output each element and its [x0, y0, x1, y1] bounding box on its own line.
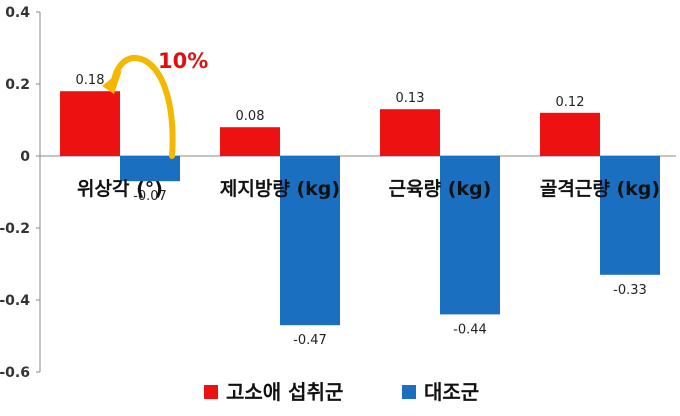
data-label: 0.13: [396, 91, 425, 106]
legend-label-series-1: 고소애 섭취군: [226, 380, 343, 404]
y-tick-label: -0.4: [0, 293, 30, 309]
data-label: -0.33: [613, 283, 647, 298]
data-label: 0.18: [76, 73, 105, 88]
y-tick-label: -0.2: [0, 221, 30, 237]
legend-swatch-series-1: [204, 385, 218, 399]
bar-series-2: [600, 156, 660, 275]
annotation-arrowhead: [102, 70, 122, 94]
legend-swatch-series-2: [402, 385, 416, 399]
category-labels: 위상각 (°) 제지방량 (kg) 근육량 (kg) 골격근량 (kg): [77, 178, 660, 200]
annotation: 10%: [102, 49, 208, 159]
data-label: -0.07: [133, 189, 167, 204]
data-labels: 0.18 -0.07 0.08 -0.47 0.13 -0.44 0.12 -0.33: [76, 73, 647, 348]
bar-series-2: [120, 156, 180, 182]
data-label: 0.12: [556, 95, 585, 110]
category-label: 골격근량 (kg): [540, 178, 660, 200]
bar-series-2: [280, 156, 340, 326]
bar-series-1: [540, 112, 600, 156]
category-label: 제지방량 (kg): [220, 178, 340, 200]
category-label: 근육량 (kg): [389, 178, 492, 200]
bar-series-1: [380, 109, 440, 156]
annotation-text: 10%: [158, 49, 208, 73]
legend-label-series-2: 대조군: [424, 380, 479, 404]
y-tick-label: -0.6: [0, 365, 30, 381]
data-label: 0.08: [236, 109, 265, 124]
category-label: 위상각 (°): [77, 178, 163, 200]
annotation-arrow: [111, 55, 176, 159]
bar-series-1: [60, 91, 120, 156]
bar-series-2: [440, 156, 500, 315]
data-label: -0.47: [293, 333, 327, 348]
bar-series-1: [220, 127, 280, 156]
bars: [60, 91, 660, 326]
y-tick-label: 0.2: [5, 77, 30, 93]
y-tick-label: 0: [20, 149, 30, 165]
legend: 고소애 섭취군 대조군: [204, 380, 479, 404]
y-tick-label: 0.4: [5, 5, 30, 21]
data-label: -0.44: [453, 322, 487, 337]
